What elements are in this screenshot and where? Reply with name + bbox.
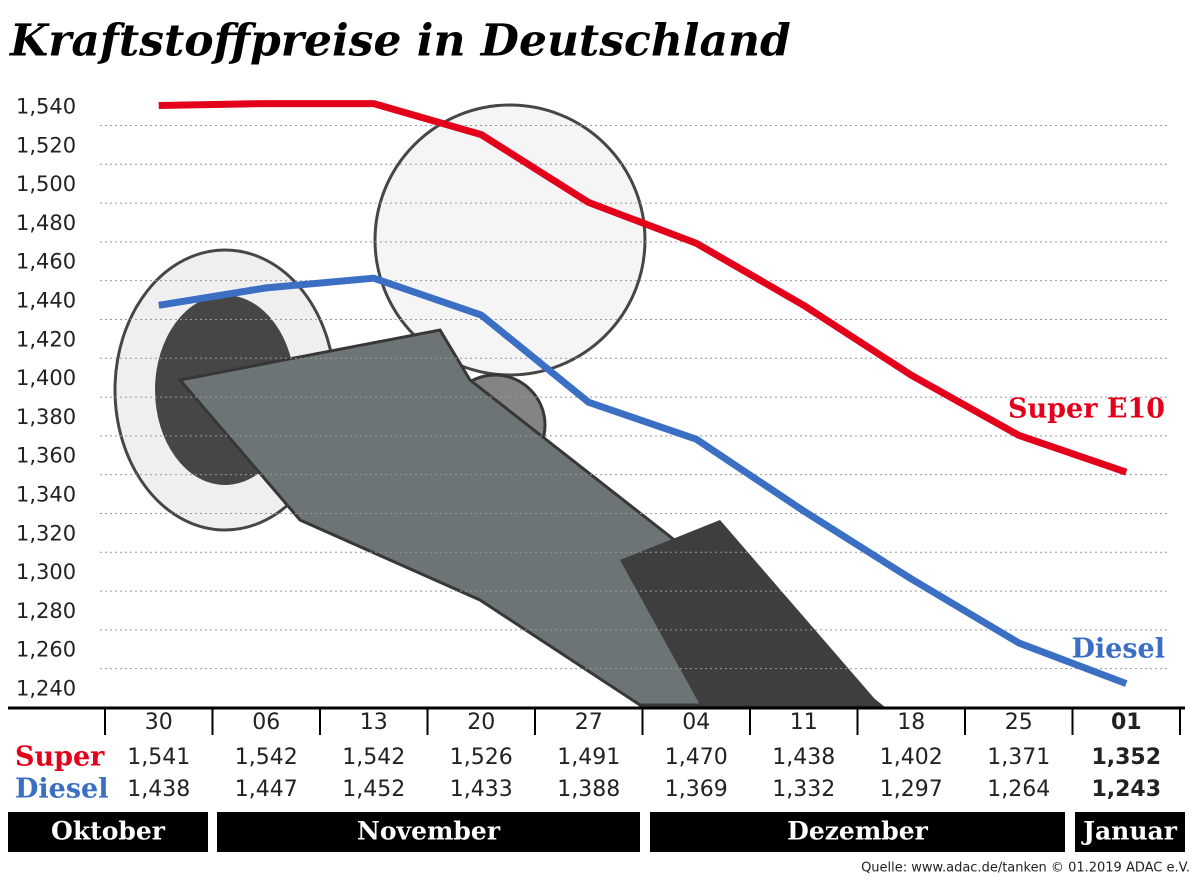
month-label: November bbox=[357, 817, 501, 846]
table-value: 1,243 bbox=[1091, 777, 1161, 802]
source: Quelle: www.adac.de/tanken © 01.2019 ADA… bbox=[861, 861, 1190, 876]
y-tick-label: 1,540 bbox=[16, 94, 76, 118]
table-value: 1,369 bbox=[665, 777, 728, 802]
row-label: Diesel bbox=[15, 774, 109, 805]
series-line bbox=[158, 274, 1128, 687]
x-tick-label: 18 bbox=[897, 710, 925, 735]
table-value: 1,433 bbox=[450, 777, 513, 802]
table-value: 1,371 bbox=[987, 745, 1050, 770]
month-bar bbox=[1075, 812, 1185, 852]
x-tick-label: 11 bbox=[790, 710, 818, 735]
pump-illustration bbox=[113, 103, 885, 707]
table-value: 1,264 bbox=[987, 777, 1050, 802]
x-tick-label: 06 bbox=[252, 710, 280, 735]
y-tick-label: 1,320 bbox=[16, 521, 76, 545]
legend-label: Super E10 bbox=[1008, 394, 1165, 425]
month-label: Oktober bbox=[51, 817, 166, 846]
legend-label: Diesel bbox=[1072, 634, 1166, 665]
y-tick-label: 1,380 bbox=[16, 405, 76, 429]
table-value: 1,452 bbox=[342, 777, 405, 802]
month-bar bbox=[650, 812, 1065, 852]
table-value: 1,542 bbox=[342, 745, 405, 770]
x-tick-label: 01 bbox=[1111, 710, 1142, 735]
x-tick-label: 13 bbox=[360, 710, 388, 735]
month-bar bbox=[217, 812, 640, 852]
y-tick-label: 1,300 bbox=[16, 560, 76, 584]
table-value: 1,541 bbox=[127, 745, 190, 770]
y-tick-label: 1,260 bbox=[16, 638, 76, 662]
table-value: 1,402 bbox=[880, 745, 943, 770]
month-label: Januar bbox=[1081, 817, 1178, 846]
y-tick-label: 1,500 bbox=[16, 172, 76, 196]
x-tick-label: 04 bbox=[682, 710, 710, 735]
y-tick-label: 1,460 bbox=[16, 250, 76, 274]
table-value: 1,542 bbox=[235, 745, 298, 770]
table-value: 1,352 bbox=[1091, 745, 1161, 770]
month-label: Dezember bbox=[787, 817, 929, 846]
table-value: 1,438 bbox=[772, 745, 835, 770]
y-tick-label: 1,520 bbox=[16, 133, 76, 157]
y-tick-label: 1,360 bbox=[16, 444, 76, 468]
table-value: 1,438 bbox=[127, 777, 190, 802]
table-value: 1,388 bbox=[557, 777, 620, 802]
x-tick-label: 30 bbox=[145, 710, 173, 735]
table-value: 1,332 bbox=[772, 777, 835, 802]
table-value: 1,491 bbox=[557, 745, 620, 770]
table-value: 1,470 bbox=[665, 745, 728, 770]
y-tick-label: 1,400 bbox=[16, 366, 76, 390]
x-tick-label: 27 bbox=[575, 710, 603, 735]
y-tick-label: 1,240 bbox=[16, 676, 76, 700]
y-tick-label: 1,420 bbox=[16, 327, 76, 351]
y-tick-label: 1,440 bbox=[16, 288, 76, 312]
month-bar bbox=[8, 812, 208, 852]
table-value: 1,447 bbox=[235, 777, 298, 802]
table-value: 1,526 bbox=[450, 745, 513, 770]
row-label: Super bbox=[15, 742, 105, 773]
x-tick-label: 20 bbox=[467, 710, 495, 735]
x-tick-label: 25 bbox=[1005, 710, 1033, 735]
y-tick-label: 1,280 bbox=[16, 599, 76, 623]
table-value: 1,297 bbox=[880, 777, 943, 802]
chart-title: Kraftstoffpreise in Deutschland bbox=[8, 16, 791, 67]
y-tick-label: 1,340 bbox=[16, 482, 76, 506]
series-line bbox=[158, 100, 1128, 476]
y-tick-label: 1,480 bbox=[16, 211, 76, 235]
